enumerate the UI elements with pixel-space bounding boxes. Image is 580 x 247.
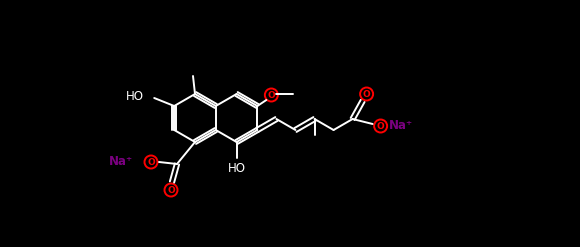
Text: O: O (267, 90, 275, 100)
Text: O: O (167, 185, 175, 194)
Text: HO: HO (227, 162, 245, 174)
Text: Na⁺: Na⁺ (389, 119, 413, 131)
Text: HO: HO (126, 89, 144, 103)
Text: O: O (147, 158, 155, 166)
Text: O: O (377, 122, 385, 130)
Text: O: O (362, 89, 371, 99)
Text: Na⁺: Na⁺ (109, 155, 133, 167)
